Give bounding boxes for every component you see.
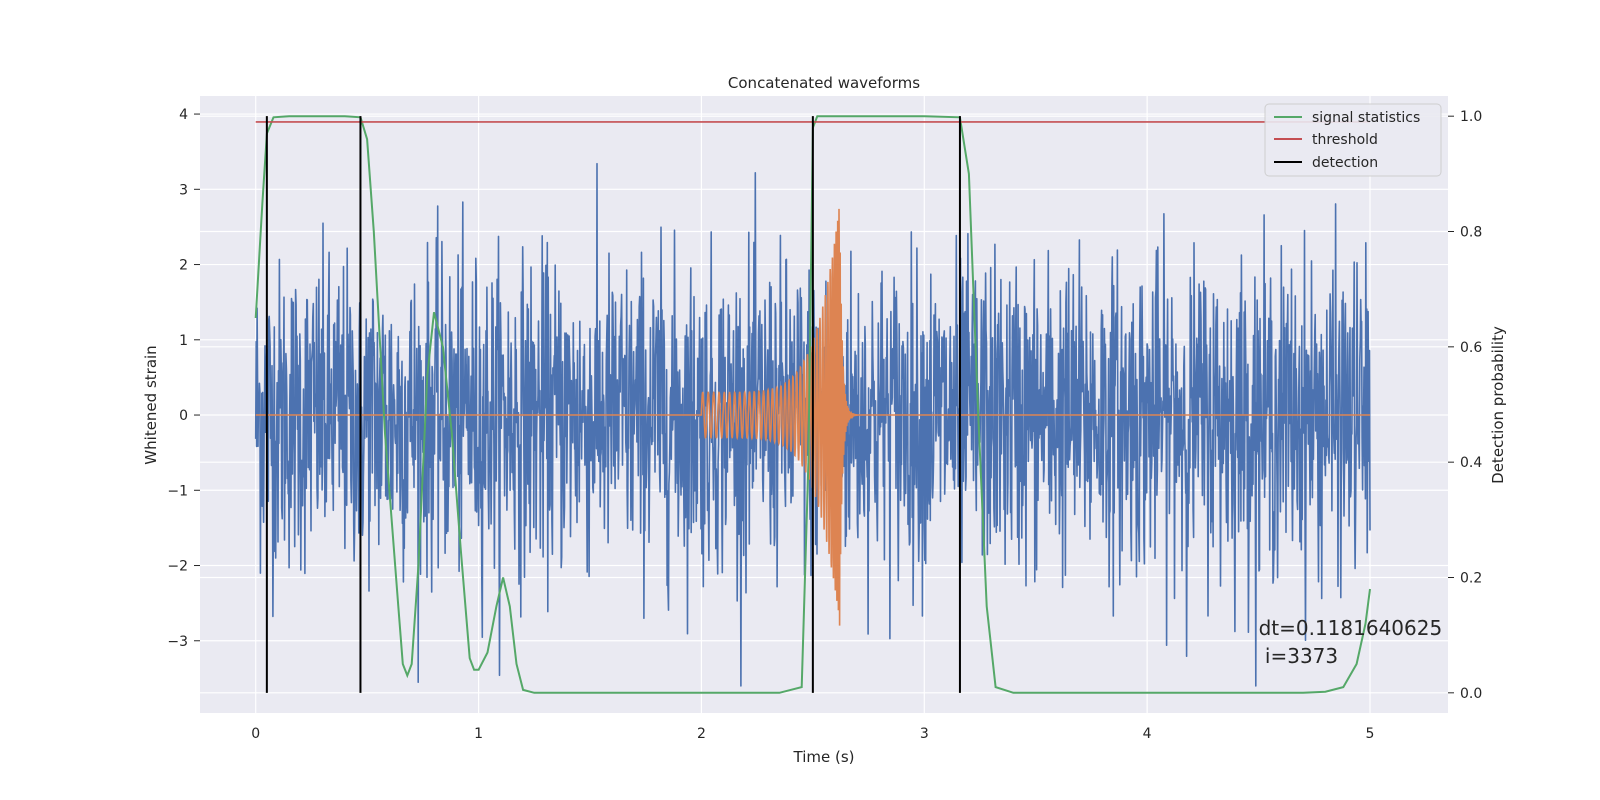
legend-frame bbox=[1264, 103, 1442, 177]
y-tick-label: 0 bbox=[179, 408, 188, 424]
y-tick-label: 4 bbox=[179, 107, 188, 123]
annotation-index: i=3373 bbox=[1259, 644, 1339, 668]
y-tick-label: −2 bbox=[167, 559, 188, 575]
y-right-tick-label: 0.6 bbox=[1460, 340, 1482, 356]
injected-waveform-series bbox=[255, 208, 1370, 626]
x-tick-label: 3 bbox=[920, 726, 929, 742]
y-right-tick-label: 0.0 bbox=[1460, 686, 1482, 702]
x-tick-label: 4 bbox=[1143, 726, 1152, 742]
y-tick-label: 2 bbox=[179, 258, 188, 274]
annotation-dt: dt=0.1181640625 bbox=[1259, 616, 1443, 640]
y-right-tick-label: 0.8 bbox=[1460, 225, 1482, 241]
y-tick-label: −1 bbox=[167, 483, 188, 499]
legend-label-signal-statistics: signal statistics bbox=[1312, 110, 1420, 126]
signal-statistics-series bbox=[254, 115, 1371, 694]
y-tick-label: 1 bbox=[179, 333, 188, 349]
x-tick-label: 0 bbox=[251, 726, 260, 742]
y-tick-label: −3 bbox=[167, 634, 188, 650]
y-right-tick-label: 1.0 bbox=[1460, 109, 1482, 125]
x-axis-ticks: 0 1 2 3 4 5 bbox=[251, 726, 1374, 742]
y-tick-label: 3 bbox=[179, 182, 188, 198]
y-axis-label-left: Whitened strain bbox=[142, 345, 160, 464]
legend-label-detection: detection bbox=[1312, 155, 1378, 171]
y-right-tick-label: 0.2 bbox=[1460, 570, 1482, 586]
x-tick-label: 2 bbox=[697, 726, 706, 742]
legend-label-threshold: threshold bbox=[1312, 132, 1378, 148]
x-axis-label: Time (s) bbox=[793, 748, 855, 766]
y-axis-ticks-right: 0.0 0.2 0.4 0.6 0.8 1.0 bbox=[1448, 109, 1482, 702]
legend: signal statistics threshold detection bbox=[1264, 103, 1442, 177]
x-tick-label: 5 bbox=[1366, 726, 1375, 742]
chart-title: Concatenated waveforms bbox=[728, 74, 920, 92]
y-axis-ticks-left: −3 −2 −1 0 1 2 3 4 bbox=[167, 107, 200, 650]
y-axis-label-right: Detection probability bbox=[1489, 326, 1507, 484]
y-right-tick-label: 0.4 bbox=[1460, 455, 1482, 471]
detection-series bbox=[265, 116, 961, 693]
x-tick-label: 1 bbox=[474, 726, 483, 742]
